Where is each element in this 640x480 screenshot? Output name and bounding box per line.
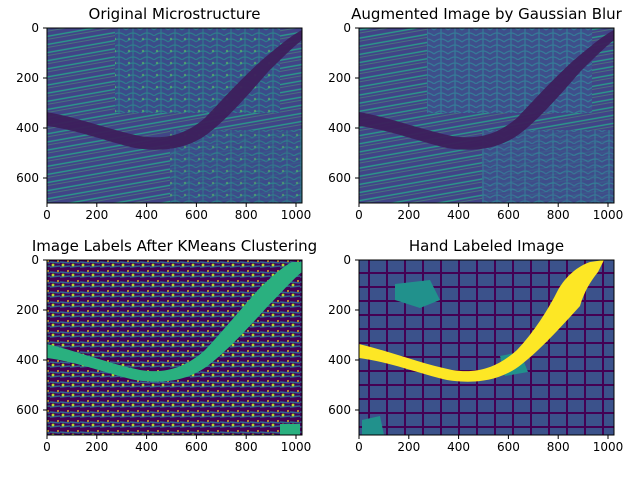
y-tick-label: 600 [328, 171, 351, 185]
y-tick-label: 200 [328, 71, 351, 85]
y-axis: 0 200 400 600 [328, 21, 359, 185]
x-tick-label: 200 [397, 208, 420, 222]
x-tick-label: 400 [135, 208, 158, 222]
x-axis: 0 200 400 600 800 1000 [43, 435, 311, 454]
x-tick-label: 800 [235, 440, 258, 454]
y-tick-label: 200 [328, 303, 351, 317]
x-tick-label: 1000 [281, 208, 312, 222]
panel-title: Augmented Image by Gaussian Blur [351, 5, 622, 23]
x-tick-label: 600 [497, 208, 520, 222]
x-tick-label: 600 [497, 440, 520, 454]
x-tick-label: 400 [447, 208, 470, 222]
image-hand-labeled [359, 260, 614, 435]
image-kmeans-labels [47, 260, 302, 435]
y-tick-label: 400 [328, 121, 351, 135]
x-tick-label: 400 [447, 440, 470, 454]
image-gaussian-blur [359, 28, 614, 203]
panel-original: Original Microstructure 0 200 400 600 80… [16, 5, 311, 222]
x-tick-label: 0 [355, 208, 363, 222]
x-tick-label: 0 [43, 440, 51, 454]
y-tick-label: 200 [16, 71, 39, 85]
y-axis: 0 200 400 600 [16, 21, 47, 185]
x-tick-label: 200 [397, 440, 420, 454]
x-tick-label: 1000 [593, 440, 624, 454]
image-original-microstructure [47, 28, 302, 203]
x-tick-label: 600 [185, 208, 208, 222]
x-tick-label: 200 [85, 208, 108, 222]
x-tick-label: 1000 [593, 208, 624, 222]
x-tick-label: 400 [135, 440, 158, 454]
y-tick-label: 600 [328, 403, 351, 417]
panel-hand-labeled: Hand Labeled Image 0 200 400 600 800 100… [328, 237, 623, 454]
y-tick-label: 0 [343, 253, 351, 267]
x-tick-label: 0 [43, 208, 51, 222]
y-tick-label: 400 [16, 353, 39, 367]
x-axis: 0 200 400 600 800 1000 [43, 203, 311, 222]
x-tick-label: 200 [85, 440, 108, 454]
y-tick-label: 0 [31, 21, 39, 35]
x-tick-label: 800 [547, 440, 570, 454]
y-tick-label: 0 [343, 21, 351, 35]
panel-title: Image Labels After KMeans Clustering [32, 237, 317, 255]
x-tick-label: 0 [355, 440, 363, 454]
y-tick-label: 200 [16, 303, 39, 317]
panel-gaussian-blur: Augmented Image by Gaussian Blur 0 200 4… [328, 5, 623, 222]
x-axis: 0 200 400 600 800 1000 [355, 435, 623, 454]
y-tick-label: 600 [16, 171, 39, 185]
panel-kmeans: Image Labels After KMeans Clustering 0 2… [16, 237, 317, 454]
panel-title: Original Microstructure [89, 5, 261, 23]
y-tick-label: 400 [328, 353, 351, 367]
x-axis: 0 200 400 600 800 1000 [355, 203, 623, 222]
x-tick-label: 600 [185, 440, 208, 454]
x-tick-label: 800 [235, 208, 258, 222]
x-tick-label: 1000 [281, 440, 312, 454]
y-tick-label: 0 [31, 253, 39, 267]
x-tick-label: 800 [547, 208, 570, 222]
y-axis: 0 200 400 600 [328, 253, 359, 417]
y-tick-label: 600 [16, 403, 39, 417]
panel-title: Hand Labeled Image [409, 237, 564, 255]
y-tick-label: 400 [16, 121, 39, 135]
y-axis: 0 200 400 600 [16, 253, 47, 417]
